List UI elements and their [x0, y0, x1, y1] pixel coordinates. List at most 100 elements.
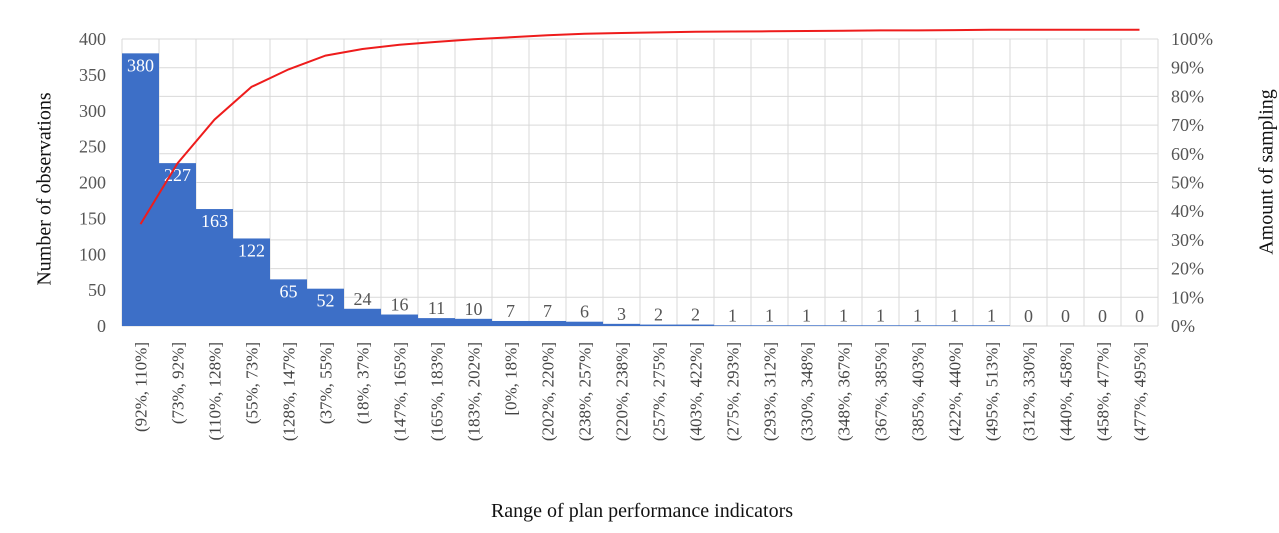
- bar: [418, 318, 455, 326]
- bar: [825, 325, 862, 326]
- bar-value-label: 10: [465, 299, 483, 319]
- x-tick-label: (275%, 293%]: [724, 342, 743, 441]
- y2-tick-label: 70%: [1171, 115, 1204, 135]
- x-tick-label: (220%, 238%]: [613, 342, 632, 441]
- y2-tick-label: 80%: [1171, 86, 1204, 106]
- y2-tick-label: 20%: [1171, 259, 1204, 279]
- cumulative-polyline: [139, 28, 1140, 225]
- bar-value-label: 1: [876, 305, 885, 325]
- bar-value-label: 65: [280, 281, 298, 301]
- bar-value-label: 7: [543, 301, 552, 321]
- x-tick-label: (37%, 55%]: [317, 342, 336, 424]
- y2-axis-title: Amount of sampling: [1256, 89, 1278, 255]
- x-tick-label: (348%, 367%]: [835, 342, 854, 441]
- y-tick-label: 150: [79, 208, 106, 228]
- bar-value-label: 0: [1098, 306, 1107, 326]
- bar-value-label: 0: [1024, 306, 1033, 326]
- bar-value-label: 0: [1061, 306, 1070, 326]
- bar: [973, 325, 1010, 326]
- y2-tick-label: 0%: [1171, 316, 1195, 336]
- bar-value-label: 1: [802, 305, 811, 325]
- x-tick-label: (110%, 128%]: [206, 342, 225, 441]
- y-tick-label: 250: [79, 137, 106, 157]
- x-tick-label: (312%, 330%]: [1020, 342, 1039, 441]
- bar-value-label: 1: [765, 305, 774, 325]
- y2-tick-label: 90%: [1171, 58, 1204, 78]
- bar: [159, 163, 196, 326]
- bar-value-label: 11: [428, 298, 445, 318]
- bar-value-label: 0: [1135, 306, 1144, 326]
- bar: [381, 314, 418, 326]
- y2-tick-label: 40%: [1171, 201, 1204, 221]
- bar: [788, 325, 825, 326]
- y-axis-title: Number of observations: [34, 92, 56, 286]
- x-tick-label: (73%, 92%]: [169, 342, 188, 424]
- bar-value-label: 163: [201, 211, 228, 231]
- left-axis-ticks: 0 50 100 150 200 250 300 350 400: [79, 29, 106, 336]
- x-tick-label: (92%, 110%]: [132, 342, 151, 432]
- y-tick-label: 100: [79, 244, 106, 264]
- bar: [196, 209, 233, 326]
- bar-value-label: 52: [317, 291, 335, 311]
- bar: [566, 321, 603, 326]
- y2-tick-label: 10%: [1171, 287, 1204, 307]
- bar-value-label: 2: [691, 305, 700, 325]
- x-tick-label: (257%, 275%]: [650, 342, 669, 441]
- bar: [603, 323, 640, 326]
- x-tick-label: (495%, 513%]: [983, 342, 1002, 441]
- bar: [270, 279, 307, 326]
- x-tick-label: (55%, 73%]: [243, 342, 262, 424]
- x-tick-label: [0%, 18%]: [502, 342, 521, 416]
- bar-value-label: 227: [164, 165, 191, 185]
- x-tick-label: (440%, 458%]: [1057, 342, 1076, 441]
- y-tick-label: 400: [79, 29, 106, 49]
- x-tick-label: (367%, 385%]: [872, 342, 891, 441]
- bar: [529, 320, 566, 326]
- bar-value-label: 1: [728, 305, 737, 325]
- bar: [936, 325, 973, 326]
- bar-value-label: 2: [654, 305, 663, 325]
- y-tick-label: 300: [79, 101, 106, 121]
- x-tick-label: (385%, 403%]: [909, 342, 928, 441]
- right-axis-ticks: 0% 10% 20% 30% 40% 50% 60% 70% 80% 90% 100%: [1171, 29, 1213, 336]
- y-tick-label: 200: [79, 173, 106, 193]
- bar-value-label: 380: [127, 55, 154, 75]
- x-tick-label: (165%, 183%]: [428, 342, 447, 441]
- bar-value-label: 1: [839, 305, 848, 325]
- x-tick-label: (147%, 165%]: [391, 342, 410, 441]
- x-tick-label: (403%, 422%]: [687, 342, 706, 441]
- y2-tick-label: 30%: [1171, 230, 1204, 250]
- bar-value-label: 3: [617, 304, 626, 324]
- x-axis-tick-labels: (92%, 110%] (73%, 92%] (110%, 128%] (55%, 7…: [132, 342, 1150, 441]
- bar: [122, 53, 159, 326]
- x-tick-label: (18%, 37%]: [354, 342, 373, 424]
- bar-value-label: 24: [354, 289, 372, 309]
- y2-tick-label: 60%: [1171, 144, 1204, 164]
- x-tick-label: (183%, 202%]: [465, 342, 484, 441]
- bar: [492, 320, 529, 326]
- bar-value-label: 6: [580, 302, 589, 322]
- bar: [899, 325, 936, 326]
- bar: [640, 324, 677, 326]
- x-tick-label: (458%, 477%]: [1094, 342, 1113, 441]
- bar-value-label: 1: [950, 305, 959, 325]
- bar: [862, 325, 899, 326]
- y2-tick-label: 50%: [1171, 173, 1204, 193]
- bar: [344, 308, 381, 326]
- bar-value-label: 7: [506, 301, 515, 321]
- bar-value-label: 122: [238, 240, 265, 260]
- x-tick-label: (422%, 440%]: [946, 342, 965, 441]
- x-tick-label: (330%, 348%]: [798, 342, 817, 441]
- bar: [751, 325, 788, 326]
- x-tick-label: (477%, 495%]: [1131, 342, 1150, 441]
- x-tick-label: (202%, 220%]: [539, 342, 558, 441]
- x-tick-label: (293%, 312%]: [761, 342, 780, 441]
- y-tick-label: 50: [88, 280, 106, 300]
- bar: [233, 238, 270, 326]
- y-tick-label: 0: [97, 316, 106, 336]
- y2-tick-label: 100%: [1171, 29, 1213, 49]
- bar: [455, 318, 492, 326]
- bar-value-label: 1: [987, 305, 996, 325]
- x-axis-title: Range of plan performance indicators: [491, 500, 793, 522]
